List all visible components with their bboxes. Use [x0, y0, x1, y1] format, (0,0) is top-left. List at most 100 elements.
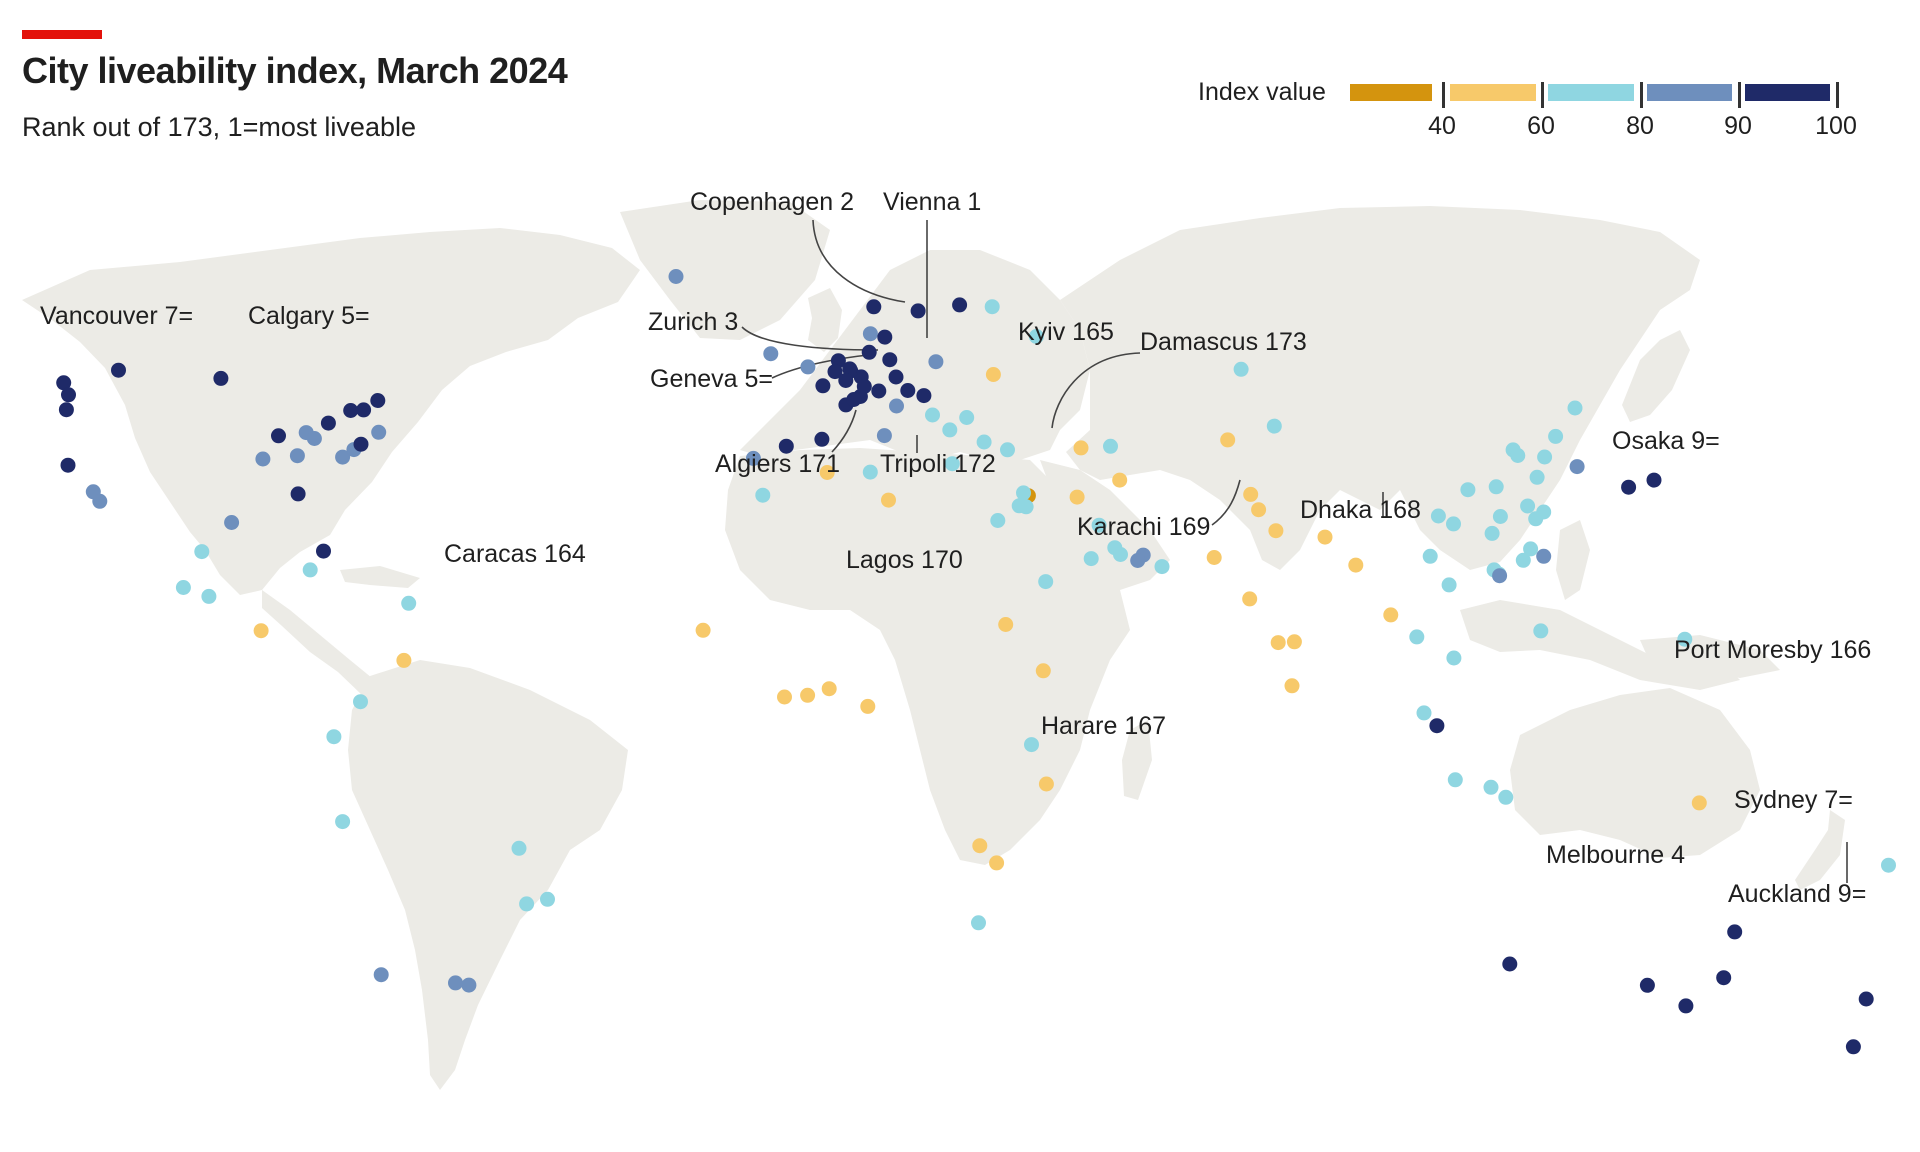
land-madagascar — [1122, 720, 1152, 800]
legend-ticklabel-40: 40 — [1428, 112, 1456, 140]
city-labels: Copenhagen 2 Vienna 1 Vancouver 7= Calga… — [40, 190, 1871, 908]
city-dot — [1536, 548, 1552, 564]
city-dot — [1529, 469, 1545, 485]
label-calgary: Calgary 5= — [248, 302, 370, 330]
city-dot — [175, 580, 191, 595]
city-dot — [862, 326, 878, 342]
city-dot — [1317, 529, 1333, 545]
label-leader-lines — [741, 219, 1848, 883]
city-dot — [1243, 486, 1259, 502]
city-dot — [959, 410, 975, 425]
city-dot — [519, 896, 535, 912]
label-vienna: Vienna 1 — [883, 190, 981, 216]
city-dot — [1113, 547, 1128, 562]
land-southeast-asia-islands — [1460, 600, 1740, 690]
city-dot — [1383, 607, 1399, 623]
city-dot — [56, 375, 72, 391]
label-osaka: Osaka 9= — [1612, 427, 1720, 455]
label-zurich: Zurich 3 — [648, 308, 738, 336]
city-dot — [1569, 459, 1585, 475]
city-dot — [1016, 485, 1031, 501]
city-dot — [1083, 551, 1099, 567]
city-dot — [1429, 718, 1445, 734]
city-dot — [1488, 479, 1504, 495]
city-dot — [1460, 482, 1476, 498]
city-dot — [900, 383, 916, 398]
legend-swatch-lt40 — [1350, 84, 1432, 101]
label-caracas: Caracas 164 — [444, 540, 586, 568]
city-dot — [862, 464, 878, 480]
city-dot — [1639, 977, 1655, 993]
city-dot — [1284, 678, 1300, 694]
city-dot — [1038, 574, 1054, 590]
city-dot — [1567, 400, 1583, 416]
city-dot — [1537, 449, 1553, 465]
city-dot — [819, 465, 835, 480]
city-dot — [755, 487, 771, 503]
city-dot — [1520, 498, 1536, 514]
city-dot — [1492, 568, 1508, 584]
city-dot — [58, 402, 74, 418]
city-dot — [61, 387, 76, 403]
city-dot — [1422, 548, 1438, 564]
city-dot — [990, 513, 1006, 528]
leader-karachi — [1211, 479, 1241, 526]
city-dot — [1220, 432, 1236, 448]
city-dot — [1430, 508, 1446, 524]
city-dot — [1691, 795, 1707, 811]
legend-swatch-40-60 — [1450, 84, 1536, 101]
legend-tick-40 — [1442, 82, 1445, 108]
leader-geneva — [771, 354, 869, 379]
city-dot — [1498, 789, 1514, 805]
city-dot — [373, 967, 389, 983]
city-dot — [838, 373, 854, 388]
land-iceland — [720, 248, 774, 276]
land-europe — [740, 250, 1090, 460]
accent-bar — [22, 30, 102, 39]
city-dot — [1716, 970, 1732, 986]
land-philippines — [1556, 520, 1590, 600]
city-dot — [814, 431, 830, 447]
legend-ticklabel-80: 80 — [1626, 112, 1654, 140]
leader-zurich — [741, 326, 879, 351]
city-dot — [1515, 552, 1531, 568]
city-dot — [881, 492, 896, 508]
legend-tick-90 — [1738, 82, 1741, 108]
city-dot — [1881, 857, 1896, 873]
label-sydney: Sydney 7= — [1734, 786, 1853, 814]
city-dot — [255, 451, 271, 467]
land-central-america — [262, 590, 380, 695]
city-dot — [1446, 516, 1461, 532]
page-title: City liveability index, March 2024 — [22, 50, 568, 91]
city-dot — [668, 269, 684, 284]
label-harare: Harare 167 — [1041, 712, 1166, 740]
city-dot — [335, 814, 351, 830]
city-dots — [56, 269, 1896, 1055]
city-dot — [540, 891, 555, 907]
city-dot — [998, 617, 1014, 632]
city-dot — [763, 346, 779, 362]
city-dot — [1035, 663, 1051, 679]
city-dot — [889, 398, 904, 414]
city-dot — [1484, 525, 1500, 541]
city-dot — [1845, 1039, 1861, 1055]
city-dot — [1548, 428, 1564, 444]
city-dot — [1091, 517, 1107, 533]
city-dot — [1242, 591, 1258, 607]
city-dot — [111, 362, 126, 378]
city-dot — [1000, 442, 1015, 458]
city-dot — [1233, 361, 1249, 377]
city-dot — [952, 297, 968, 313]
city-dot — [371, 424, 387, 440]
city-dot — [860, 698, 876, 714]
city-dot — [882, 352, 898, 368]
city-dot — [289, 448, 305, 464]
city-dot — [800, 359, 816, 375]
city-dot — [888, 369, 904, 385]
city-dot — [1441, 577, 1457, 593]
city-dot — [60, 457, 76, 473]
city-dot — [1038, 776, 1054, 792]
city-dot — [1678, 998, 1694, 1014]
legend-swatch-60-80 — [1548, 84, 1634, 101]
city-dot — [928, 354, 944, 370]
